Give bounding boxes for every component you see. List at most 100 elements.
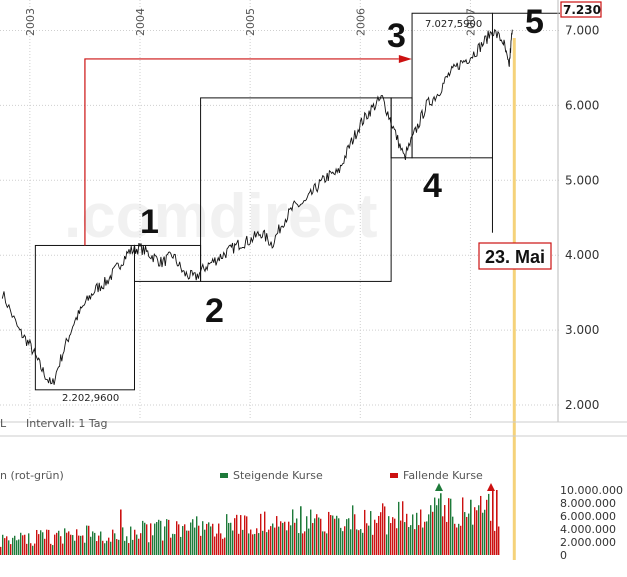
volume-y-tick: 2.000.000: [560, 536, 616, 549]
volume-spike: [300, 506, 302, 555]
volume-bar: [70, 534, 72, 555]
interval-label: Intervall: 1 Tag: [26, 417, 108, 430]
volume-bar: [34, 543, 36, 555]
y-tick-label: 2.000: [565, 398, 599, 412]
volume-bar: [302, 533, 304, 555]
volume-bar: [38, 534, 40, 555]
volume-bar: [236, 514, 238, 555]
volume-bar: [468, 513, 470, 555]
volume-bar: [258, 533, 260, 555]
volume-bar: [498, 526, 500, 555]
volume-bar: [174, 534, 176, 555]
volume-bar: [14, 535, 16, 555]
volume-bar: [204, 529, 206, 555]
volume-bar: [84, 542, 86, 555]
volume-bar: [86, 525, 88, 555]
volume-bar: [66, 532, 68, 555]
volume-spike: [440, 493, 442, 555]
volume-bar: [268, 529, 270, 555]
wave-box: [411, 12, 493, 159]
volume-bar: [0, 546, 2, 555]
volume-bar: [168, 519, 170, 555]
volume-bar: [310, 509, 312, 555]
volume-bar: [382, 503, 384, 555]
volume-bar: [322, 531, 324, 555]
volume-bar: [126, 536, 128, 555]
y-tick-label: 3.000: [565, 323, 599, 337]
volume-bar: [368, 525, 370, 555]
volume-bar: [200, 535, 202, 555]
volume-bar: [166, 519, 168, 555]
volume-bar: [480, 495, 482, 555]
volume-bar: [434, 497, 436, 555]
volume-bar: [142, 520, 144, 555]
projection-arrow-head: [398, 54, 412, 63]
volume-bar: [238, 533, 240, 555]
volume-bar: [494, 530, 496, 555]
volume-bar: [54, 534, 56, 555]
volume-bar: [318, 517, 320, 555]
projection-arrow: [84, 58, 399, 246]
volume-bar: [74, 540, 76, 555]
volume-bar: [472, 524, 474, 555]
volume-bar: [62, 543, 64, 555]
volume-bar: [482, 512, 484, 555]
volume-bar: [42, 532, 44, 555]
volume-bar: [354, 514, 356, 555]
volume-bar: [92, 531, 94, 555]
volume-bar: [448, 498, 450, 555]
volume-bar: [124, 540, 126, 555]
volume-bar: [458, 523, 460, 555]
volume-bar: [452, 516, 454, 555]
volume-bar: [216, 533, 218, 555]
volume-bar: [292, 509, 294, 555]
volume-bar: [228, 522, 230, 555]
volume-bar: [252, 534, 254, 555]
volume-bar: [176, 521, 178, 555]
footer-left-label: L: [0, 417, 7, 430]
volume-bar: [290, 525, 292, 555]
volume-bar: [402, 501, 404, 555]
volume-bar: [370, 511, 372, 555]
volume-y-tick: 4.000.000: [560, 523, 616, 536]
volume-bar: [234, 518, 236, 555]
y-tick-label: 4.000: [565, 248, 599, 262]
volume-bar: [328, 511, 330, 555]
volume-bar: [486, 499, 488, 555]
target-badge: [560, 1, 602, 18]
volume-arrow-rising: [435, 483, 443, 491]
volume-bar: [106, 540, 108, 555]
volume-bar: [358, 530, 360, 555]
volume-bar: [26, 543, 28, 555]
volume-bar: [398, 501, 400, 555]
volume-bar: [114, 533, 116, 555]
volume-arrow-falling: [487, 483, 495, 491]
volume-bar: [22, 535, 24, 555]
volume-bar: [304, 531, 306, 555]
date-badge: [478, 242, 552, 270]
volume-bar: [390, 523, 392, 555]
volume-bar: [2, 534, 4, 555]
volume-bar: [242, 529, 244, 555]
volume-bar: [350, 529, 352, 555]
low-value-label: 2.202,9600: [62, 393, 119, 404]
volume-bar: [148, 542, 150, 555]
volume-bar: [288, 521, 290, 555]
volume-bar: [362, 532, 364, 555]
wave-boxes: [34, 12, 560, 391]
volume-bar: [348, 518, 350, 555]
volume-bar: [220, 533, 222, 555]
volume-bar: [400, 520, 402, 555]
volume-bar: [314, 518, 316, 555]
volume-bar: [108, 537, 110, 555]
y-tick-label: 5.000: [565, 173, 599, 187]
volume-spike: [120, 509, 122, 555]
volume-bar: [230, 522, 232, 555]
volume-bar: [438, 498, 440, 555]
volume-bar: [424, 521, 426, 555]
volume-bar: [44, 538, 46, 555]
volume-bar: [36, 529, 38, 555]
